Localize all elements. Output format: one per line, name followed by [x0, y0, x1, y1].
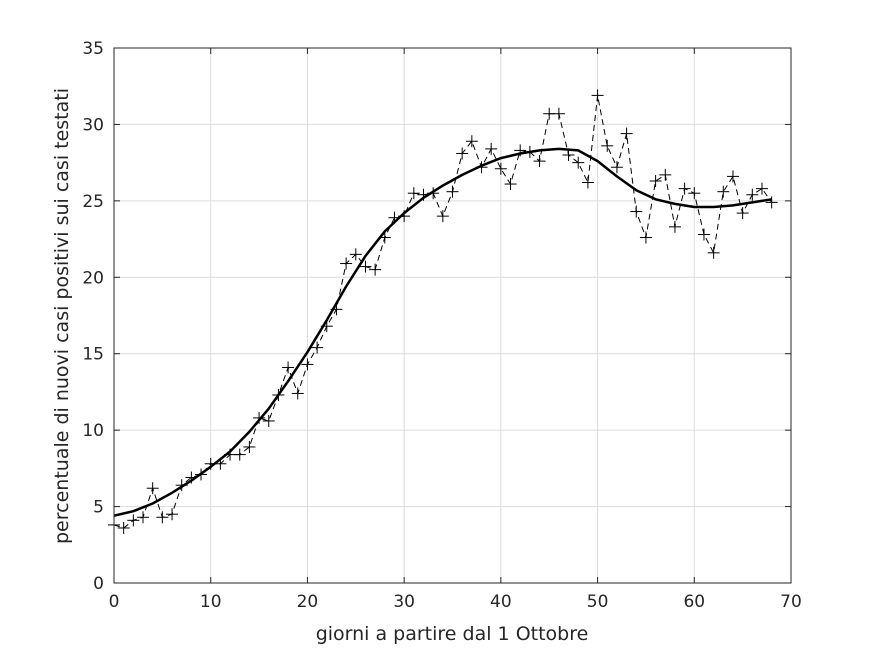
- data-point-marker: [436, 210, 449, 223]
- data-point-marker: [127, 514, 140, 527]
- data-point-marker: [301, 358, 314, 371]
- data-point-marker: [581, 176, 594, 189]
- data-point-marker: [746, 188, 759, 201]
- data-point-marker: [659, 168, 672, 181]
- x-tick-label: 30: [393, 592, 415, 612]
- series-layer: [108, 89, 778, 534]
- tick-labels: 0 10 20 30 40 50 60 70 0 5 10 15 20 25 30 35: [82, 39, 801, 612]
- data-point-marker: [494, 162, 507, 175]
- y-tick-label: 0: [93, 574, 104, 594]
- x-tick-label: 50: [587, 592, 609, 612]
- data-point-marker: [146, 482, 159, 495]
- x-tick-label: 20: [297, 592, 319, 612]
- y-tick-label: 20: [82, 268, 104, 288]
- data-point-marker: [678, 182, 691, 195]
- data-point-marker: [533, 155, 546, 168]
- x-axis-label: giorni a partire dal 1 Ottobre: [316, 623, 589, 645]
- y-tick-label: 15: [82, 345, 104, 365]
- ticks: [113, 47, 792, 584]
- x-tick-label: 70: [780, 592, 802, 612]
- data-point-marker: [369, 263, 382, 276]
- y-tick-label: 35: [82, 39, 104, 59]
- data-point-marker: [736, 207, 749, 220]
- data-point-marker: [717, 185, 730, 198]
- y-tick-label: 25: [82, 192, 104, 212]
- data-point-marker: [243, 440, 256, 453]
- data-point-marker: [726, 170, 739, 183]
- data-point-marker: [262, 414, 275, 427]
- y-tick-label: 30: [82, 115, 104, 135]
- data-point-marker: [359, 260, 372, 273]
- data-point-marker: [620, 127, 633, 140]
- data-point-marker: [117, 521, 130, 534]
- data-point-marker: [707, 246, 720, 259]
- data-point-marker: [291, 387, 304, 400]
- data-point-marker: [601, 139, 614, 152]
- data-point-marker: [407, 187, 420, 200]
- data-point-marker: [166, 508, 179, 521]
- data-point-marker: [688, 187, 701, 200]
- data-point-marker: [504, 178, 517, 191]
- y-axis-label: percentuale di nuovi casi positivi sui c…: [51, 88, 73, 544]
- data-point-marker: [485, 142, 498, 155]
- data-point-marker: [697, 228, 710, 241]
- data-point-marker: [456, 147, 469, 160]
- data-point-marker: [137, 511, 150, 524]
- data-point-marker: [649, 174, 662, 187]
- data-point-marker: [630, 205, 643, 218]
- y-tick-label: 5: [93, 498, 104, 518]
- data-point-marker: [465, 135, 478, 148]
- data-point-marker: [552, 107, 565, 120]
- x-tick-label: 40: [490, 592, 512, 612]
- grid: [114, 48, 791, 583]
- x-tick-label: 10: [200, 592, 222, 612]
- series-fit-line: [113, 147, 772, 517]
- x-tick-label: 0: [109, 592, 120, 612]
- y-tick-label: 10: [82, 421, 104, 441]
- data-point-marker: [572, 156, 585, 169]
- data-point-marker: [765, 196, 778, 209]
- data-point-marker: [446, 185, 459, 198]
- data-point-marker: [755, 182, 768, 195]
- data-point-marker: [340, 257, 353, 270]
- data-point-marker: [311, 341, 324, 354]
- data-point-marker: [282, 361, 295, 374]
- data-point-marker: [233, 448, 246, 461]
- data-point-marker: [610, 161, 623, 174]
- data-point-marker: [668, 220, 681, 233]
- data-point-marker: [349, 248, 362, 261]
- plot-frame: [113, 47, 792, 584]
- data-point-marker: [591, 89, 604, 102]
- data-point-marker: [562, 149, 575, 161]
- data-point-marker: [156, 511, 169, 524]
- plot-background: [114, 48, 791, 583]
- data-point-marker: [639, 231, 652, 244]
- x-tick-label: 60: [683, 592, 705, 612]
